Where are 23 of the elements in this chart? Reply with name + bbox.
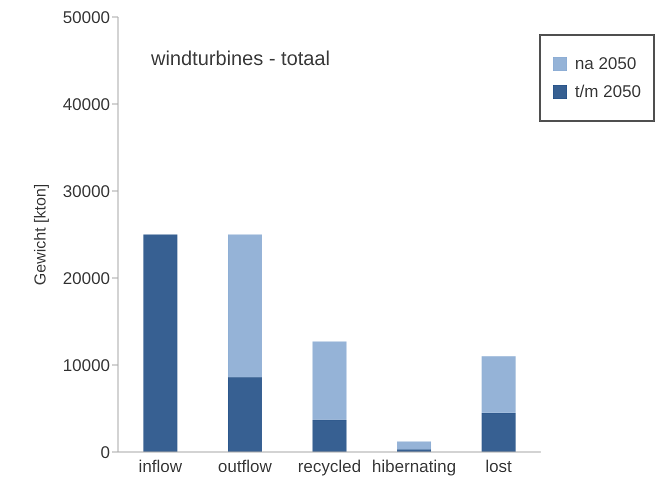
text: windturbines - totaal xyxy=(151,48,330,71)
legend-label: na 2050 xyxy=(574,54,638,74)
bar xyxy=(397,442,432,450)
bar xyxy=(482,412,516,452)
y-tick-label: 30000 xyxy=(62,182,110,202)
x-tick-label: recycled xyxy=(298,457,362,476)
legend-label: t/m 2050 xyxy=(574,82,641,102)
y-tick-label: 20000 xyxy=(62,269,110,288)
bar xyxy=(228,377,262,452)
y-axis-title: Gewicht [kton] xyxy=(32,184,50,286)
y-tick-label: 10000 xyxy=(62,356,110,376)
x-tick-label: lost xyxy=(485,457,512,476)
bar xyxy=(312,342,347,420)
x-tick-label: outflow xyxy=(218,457,273,476)
y-tick-label: 50000 xyxy=(62,8,110,28)
y-tick-label: 40000 xyxy=(62,95,110,114)
bar xyxy=(143,234,178,452)
bar xyxy=(482,356,516,413)
bar xyxy=(228,234,262,378)
x-tick-label: inflow xyxy=(138,457,183,476)
y-tick-label: 0 xyxy=(100,443,110,462)
x-tick-label: hibernating xyxy=(372,457,456,476)
bar xyxy=(312,420,347,452)
